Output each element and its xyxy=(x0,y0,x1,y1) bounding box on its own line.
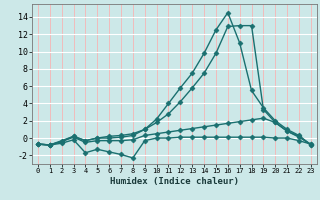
X-axis label: Humidex (Indice chaleur): Humidex (Indice chaleur) xyxy=(110,177,239,186)
